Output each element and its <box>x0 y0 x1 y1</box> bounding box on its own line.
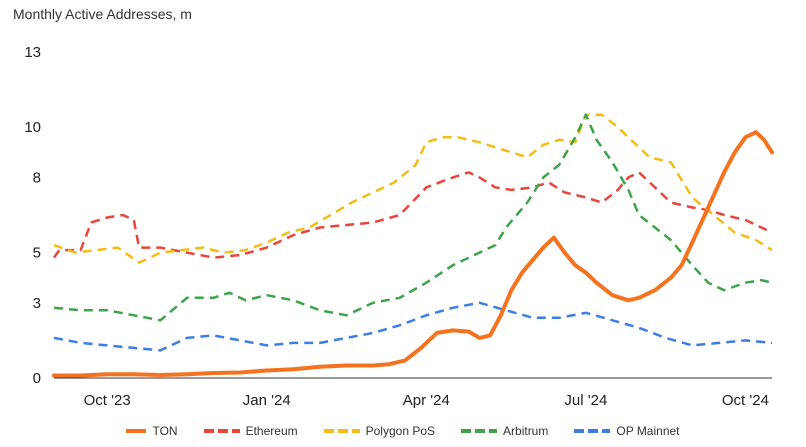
y-tick-label: 10 <box>24 119 41 136</box>
legend-item: Ethereum <box>203 424 298 438</box>
x-tick-label: Jul '24 <box>564 392 607 409</box>
x-tick-label: Oct '23 <box>84 392 131 409</box>
y-tick-label: 8 <box>33 169 41 186</box>
legend: TON Ethereum Polygon PoS Arbitrum OP Mainnet <box>0 424 806 438</box>
series-line-ethereum <box>52 171 773 259</box>
legend-swatch <box>126 429 147 433</box>
legend-swatch <box>574 429 611 433</box>
x-axis-ticks: Oct '23 Jan '24 Apr '24 Jul '24 Oct '24 <box>84 392 769 409</box>
chart-title: Monthly Active Addresses, m <box>13 6 192 22</box>
legend-swatch <box>323 429 360 433</box>
legend-label: TON <box>152 424 178 438</box>
legend-label: Ethereum <box>245 424 298 438</box>
x-tick-label: Apr '24 <box>403 392 450 409</box>
series-line-arbitrum <box>53 113 773 322</box>
y-tick-label: 13 <box>24 44 41 61</box>
legend-item: OP Mainnet <box>574 424 680 438</box>
legend-item: TON <box>126 424 178 438</box>
legend-item: Polygon PoS <box>323 424 436 438</box>
y-tick-label: 0 <box>33 370 41 387</box>
legend-label: OP Mainnet <box>616 424 680 438</box>
x-tick-label: Jan '24 <box>243 392 291 409</box>
x-tick-label: Oct '24 <box>722 392 769 409</box>
legend-swatch <box>461 429 498 433</box>
y-tick-label: 5 <box>33 245 41 262</box>
y-axis-ticks: 0 3 5 8 10 13 <box>24 44 41 387</box>
series-lines <box>52 113 774 378</box>
series-line-ton <box>52 130 774 378</box>
legend-label: Arbitrum <box>503 424 549 438</box>
y-tick-label: 3 <box>33 295 41 312</box>
series-line-polygon-pos <box>53 113 773 264</box>
legend-swatch <box>203 429 240 433</box>
legend-item: Arbitrum <box>461 424 548 438</box>
series-line-op-mainnet <box>53 301 773 352</box>
legend-label: Polygon PoS <box>365 424 436 438</box>
